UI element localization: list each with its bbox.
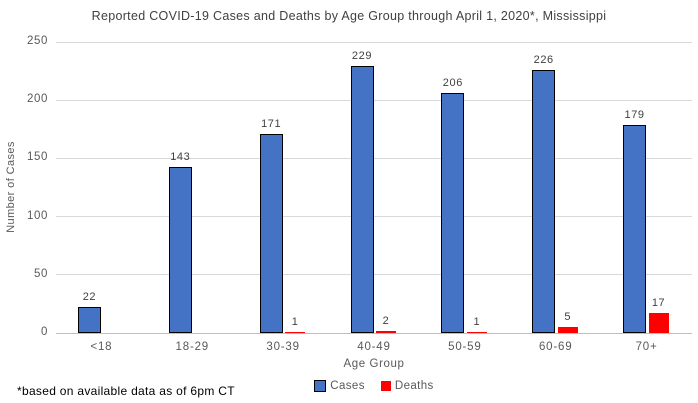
bar-cases bbox=[623, 124, 647, 333]
bar-value-label-cases: 206 bbox=[442, 77, 463, 90]
bar-value-label-cases: 171 bbox=[261, 117, 282, 130]
bar-cases bbox=[350, 66, 374, 333]
cases-swatch-icon bbox=[314, 380, 327, 392]
legend-item-deaths: Deaths bbox=[380, 380, 434, 392]
bar-cases bbox=[532, 69, 556, 333]
bar-value-label-deaths: 2 bbox=[382, 314, 390, 327]
x-axis-title: Age Group bbox=[343, 358, 405, 370]
bar-cases bbox=[441, 93, 465, 333]
y-tick-label: 0 bbox=[41, 326, 48, 338]
gridline bbox=[56, 216, 692, 218]
y-tick-label: 200 bbox=[27, 93, 48, 106]
bar-cases bbox=[259, 133, 283, 333]
x-tick-label: 40-49 bbox=[357, 341, 391, 353]
gridline bbox=[56, 99, 692, 101]
x-tick-label: 18-29 bbox=[175, 341, 209, 353]
x-tick-label: 70+ bbox=[635, 341, 658, 353]
bar-value-label-deaths: 5 bbox=[564, 311, 572, 324]
bar-deaths bbox=[648, 313, 669, 333]
bar-value-label-cases: 179 bbox=[624, 108, 645, 121]
bar-value-label-deaths: 1 bbox=[291, 315, 299, 328]
x-axis-line bbox=[56, 333, 692, 334]
x-tick-label: 30-39 bbox=[266, 341, 300, 353]
y-tick-label: 150 bbox=[27, 151, 48, 164]
bar-deaths bbox=[285, 331, 306, 333]
y-tick-label: 250 bbox=[27, 35, 48, 47]
bar-value-label-deaths: 1 bbox=[473, 315, 481, 328]
x-tick-label: 60-69 bbox=[538, 341, 573, 353]
bar-deaths bbox=[376, 330, 396, 333]
bar-deaths bbox=[557, 327, 578, 333]
chart-title: Reported COVID-19 Cases and Deaths by Ag… bbox=[91, 9, 607, 23]
x-tick-label: <18 bbox=[90, 341, 113, 353]
bar-deaths bbox=[466, 331, 487, 333]
bar-value-label-cases: 226 bbox=[533, 53, 554, 66]
legend-item-cases: Cases bbox=[314, 380, 365, 392]
bar-value-label-cases: 22 bbox=[82, 291, 97, 304]
gridline bbox=[56, 157, 692, 159]
y-tick-label: 50 bbox=[34, 267, 48, 280]
bar-value-label-cases: 143 bbox=[170, 150, 191, 163]
x-tick-label: 50-59 bbox=[448, 341, 482, 353]
bar-cases bbox=[77, 307, 101, 333]
bar-value-label-cases: 229 bbox=[351, 50, 373, 63]
gridline bbox=[56, 41, 692, 43]
bar-value-label-deaths: 17 bbox=[651, 297, 666, 310]
footnote: *based on available data as of 6pm CT bbox=[17, 384, 235, 398]
legend-label-cases: Cases bbox=[330, 380, 365, 392]
gridline bbox=[56, 274, 692, 276]
bar-cases bbox=[168, 166, 192, 333]
y-tick-label: 100 bbox=[27, 209, 48, 222]
legend-label-deaths: Deaths bbox=[394, 380, 434, 392]
deaths-swatch-icon bbox=[380, 381, 391, 391]
legend: Cases Deaths bbox=[56, 380, 692, 392]
